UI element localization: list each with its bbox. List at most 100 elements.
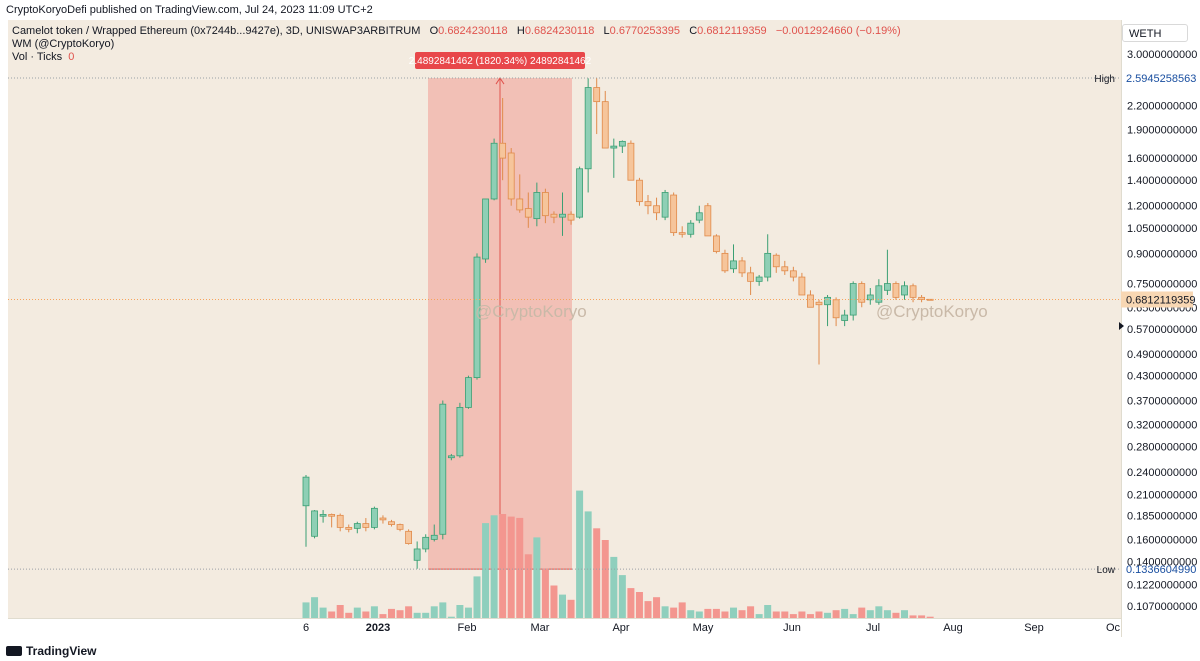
tradingview-logo[interactable]: TradingView — [6, 644, 96, 658]
currency-badge[interactable]: WETH — [1122, 24, 1188, 42]
candle-body — [926, 298, 934, 301]
candle-body — [841, 314, 849, 321]
volume-bar — [721, 611, 729, 618]
candle-body — [721, 252, 729, 272]
candle-body — [653, 205, 660, 214]
last-price-tag — [1121, 291, 1193, 308]
candle-body — [362, 523, 370, 528]
time-tick-label: Apr — [612, 622, 629, 634]
volume-bar — [550, 585, 558, 618]
volume-bar — [875, 606, 883, 618]
candle-body — [901, 285, 908, 296]
volume-bar — [370, 606, 378, 618]
volume-bar — [704, 608, 712, 618]
low-value: 0.1336604990 — [1126, 564, 1196, 576]
volume-bar — [430, 606, 438, 618]
volume-bar — [866, 610, 874, 618]
candle-body — [670, 194, 678, 234]
high-value: 2.5945258563 — [1126, 73, 1196, 85]
candle-body — [439, 403, 447, 535]
candle-body — [499, 142, 507, 159]
candle-body — [388, 521, 395, 525]
volume-bar — [464, 607, 472, 618]
candle-body — [875, 285, 883, 303]
plot-area[interactable] — [8, 20, 1121, 618]
volume-bar — [413, 612, 421, 618]
price-tick-label: 0.2400000000 — [1127, 467, 1197, 479]
volume-bar — [601, 540, 609, 618]
price-tick-label: 0.2100000000 — [1127, 489, 1197, 501]
candle-body — [781, 266, 789, 272]
candle-body — [858, 283, 866, 303]
candle-body — [533, 192, 541, 220]
time-tick-label: Feb — [458, 622, 477, 634]
volume-bar — [482, 523, 490, 618]
volume-bar — [439, 602, 447, 618]
time-tick-label: 6 — [303, 622, 309, 634]
volume-bar — [610, 556, 618, 618]
price-tick-label: 0.2800000000 — [1127, 442, 1197, 454]
volume-bar — [832, 610, 840, 618]
time-tick-label: Oc — [1106, 622, 1121, 634]
candle-body — [892, 283, 900, 298]
price-tick-label: 0.7500000000 — [1127, 279, 1197, 291]
volume-bar — [559, 594, 566, 618]
measure-label-bg — [415, 52, 585, 69]
volume-bar — [311, 597, 319, 618]
candle-body — [405, 530, 413, 544]
candle-body — [807, 294, 814, 308]
volume-value: 0 — [68, 51, 75, 63]
volume-bar — [567, 599, 575, 618]
volume-bar — [712, 608, 720, 618]
watermark-indicator[interactable]: WM (@CryptoKoryo) — [12, 38, 115, 50]
candle-body — [507, 152, 515, 200]
chart-frame[interactable]: @CryptoKoryo @CryptoKoryo 2.4892841462 (18… — [0, 20, 1200, 638]
candle-body — [849, 283, 857, 316]
price-tick-label: 2.2000000000 — [1127, 100, 1197, 112]
footer: TradingView — [0, 640, 1200, 661]
symbol-name: Camelot token / Wrapped Ethereum (0x7244… — [12, 25, 421, 37]
volume-bar — [764, 605, 772, 618]
price-tick-label: 0.1600000000 — [1127, 534, 1197, 546]
price-axis[interactable] — [1121, 20, 1200, 637]
candle-body — [704, 205, 712, 237]
volume-bar — [618, 575, 626, 618]
volume-bar — [593, 528, 601, 618]
volume-bar — [678, 602, 686, 618]
volume-bar — [781, 611, 789, 618]
time-tick-label: Jul — [866, 622, 880, 634]
volume-bar — [405, 606, 413, 618]
low-label: L — [603, 25, 610, 37]
price-tick-label: 0.3700000000 — [1127, 396, 1197, 408]
candle-body — [576, 168, 583, 218]
volume-bar — [379, 614, 387, 618]
candle-body — [319, 514, 327, 517]
publisher-bar: CryptoKoryoDefi published on TradingView… — [0, 0, 1200, 20]
candle-body — [678, 232, 686, 235]
candle-body — [396, 524, 404, 530]
price-tick-label: 1.0500000000 — [1127, 223, 1197, 235]
volume-bar — [533, 537, 541, 618]
volume-bar — [388, 608, 395, 618]
candle-body — [328, 514, 336, 517]
candle-body — [482, 198, 489, 260]
volume-bar — [353, 607, 361, 618]
close-label: C — [689, 25, 698, 37]
tradingview-logo-icon — [6, 646, 22, 656]
volume-bar — [841, 608, 849, 618]
candle-body — [490, 142, 498, 200]
candle-body — [636, 179, 643, 203]
published-text: CryptoKoryoDefi published on TradingView… — [6, 4, 373, 16]
candle-body — [730, 260, 737, 270]
volume-bar — [362, 611, 370, 618]
time-tick-label: May — [693, 622, 714, 634]
price-tick-label: 0.4900000000 — [1127, 349, 1197, 361]
open-label: O — [429, 25, 439, 37]
time-axis[interactable] — [8, 618, 1121, 638]
candle-body — [738, 260, 746, 274]
candle-body — [430, 534, 438, 540]
candle-body — [353, 523, 361, 529]
last-price-value: 0.6812119359 — [1126, 294, 1196, 306]
volume-bar — [328, 611, 336, 618]
volume-indicator[interactable]: Vol · Ticks 0 — [12, 51, 901, 64]
